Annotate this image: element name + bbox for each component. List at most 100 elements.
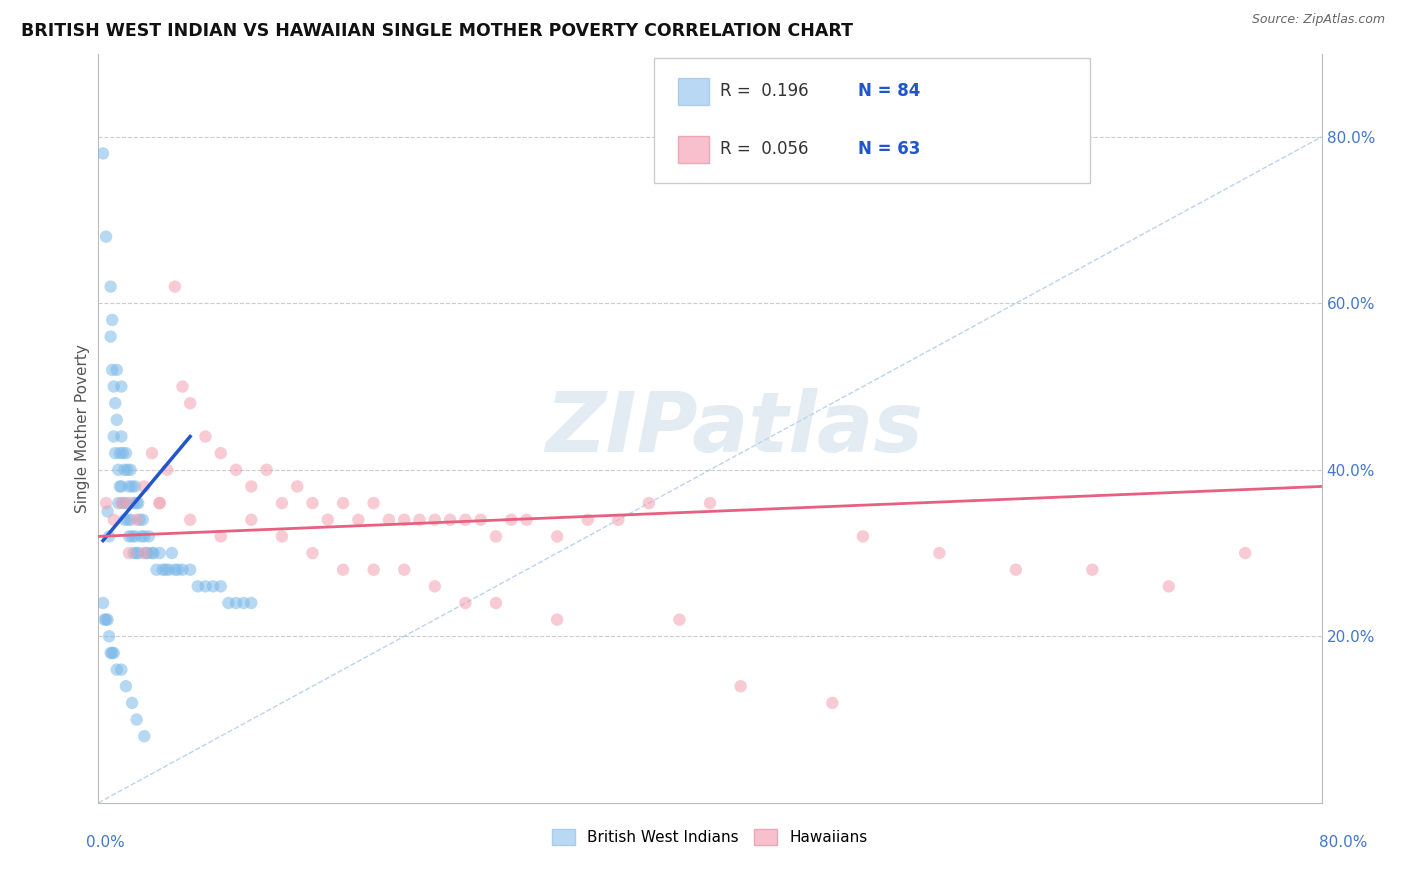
- Point: [134, 479, 156, 493]
- Point: [104, 396, 127, 410]
- Text: ZIPatlas: ZIPatlas: [546, 388, 924, 468]
- Point: [1234, 546, 1257, 560]
- Point: [105, 663, 128, 677]
- Point: [332, 563, 354, 577]
- Point: [134, 546, 156, 560]
- Point: [100, 279, 122, 293]
- Point: [470, 513, 492, 527]
- Point: [454, 513, 477, 527]
- Point: [194, 429, 217, 443]
- Point: [332, 496, 354, 510]
- Point: [120, 463, 142, 477]
- Text: BRITISH WEST INDIAN VS HAWAIIAN SINGLE MOTHER POVERTY CORRELATION CHART: BRITISH WEST INDIAN VS HAWAIIAN SINGLE M…: [21, 22, 853, 40]
- Point: [101, 363, 124, 377]
- Point: [172, 379, 194, 393]
- Point: [97, 613, 120, 627]
- Point: [730, 679, 752, 693]
- Point: [209, 579, 232, 593]
- Point: [163, 279, 186, 293]
- Point: [117, 513, 139, 527]
- Point: [128, 513, 150, 527]
- Point: [240, 513, 263, 527]
- Point: [97, 504, 120, 518]
- Point: [187, 579, 209, 593]
- Point: [118, 546, 141, 560]
- Point: [485, 529, 508, 543]
- Point: [91, 596, 114, 610]
- Point: [104, 446, 127, 460]
- Point: [194, 579, 217, 593]
- Point: [134, 729, 156, 743]
- Point: [115, 679, 138, 693]
- Point: [347, 513, 370, 527]
- Point: [637, 496, 661, 510]
- Point: [576, 513, 599, 527]
- Point: [105, 413, 128, 427]
- Point: [852, 529, 875, 543]
- Point: [100, 329, 122, 343]
- Point: [118, 479, 141, 493]
- Point: [209, 529, 232, 543]
- Point: [105, 363, 128, 377]
- Point: [136, 546, 159, 560]
- Point: [117, 463, 139, 477]
- Point: [454, 596, 477, 610]
- Point: [110, 496, 132, 510]
- Point: [163, 563, 186, 577]
- Point: [152, 563, 174, 577]
- Point: [124, 529, 146, 543]
- Point: [124, 479, 146, 493]
- Point: [1081, 563, 1104, 577]
- Point: [363, 563, 385, 577]
- Text: Source: ZipAtlas.com: Source: ZipAtlas.com: [1251, 13, 1385, 27]
- Point: [98, 529, 121, 543]
- Point: [103, 646, 125, 660]
- Point: [103, 429, 125, 443]
- Text: N = 63: N = 63: [858, 140, 920, 159]
- Point: [125, 496, 148, 510]
- Point: [301, 496, 323, 510]
- Point: [179, 513, 201, 527]
- Point: [546, 529, 568, 543]
- Point: [546, 613, 568, 627]
- Point: [141, 546, 163, 560]
- Point: [485, 596, 508, 610]
- Point: [240, 596, 263, 610]
- Point: [392, 563, 416, 577]
- Point: [121, 479, 143, 493]
- Point: [516, 513, 538, 527]
- Point: [423, 579, 446, 593]
- Point: [142, 546, 165, 560]
- Point: [1004, 563, 1026, 577]
- Point: [225, 463, 247, 477]
- Point: [125, 713, 148, 727]
- Point: [232, 596, 254, 610]
- Point: [101, 313, 124, 327]
- Point: [179, 563, 201, 577]
- Point: [125, 546, 148, 560]
- Point: [225, 596, 247, 610]
- Point: [316, 513, 339, 527]
- Point: [149, 496, 172, 510]
- Point: [270, 529, 292, 543]
- Point: [167, 563, 190, 577]
- Point: [103, 379, 125, 393]
- Point: [107, 463, 129, 477]
- Point: [127, 546, 149, 560]
- Point: [129, 529, 152, 543]
- Point: [110, 429, 132, 443]
- Point: [94, 613, 117, 627]
- Point: [127, 496, 149, 510]
- Point: [134, 529, 156, 543]
- Point: [118, 496, 141, 510]
- Point: [121, 696, 143, 710]
- Point: [392, 513, 416, 527]
- Point: [122, 546, 145, 560]
- Point: [160, 546, 183, 560]
- Point: [928, 546, 950, 560]
- Point: [1157, 579, 1180, 593]
- Point: [118, 529, 141, 543]
- Point: [94, 496, 117, 510]
- Point: [155, 563, 177, 577]
- Point: [179, 396, 201, 410]
